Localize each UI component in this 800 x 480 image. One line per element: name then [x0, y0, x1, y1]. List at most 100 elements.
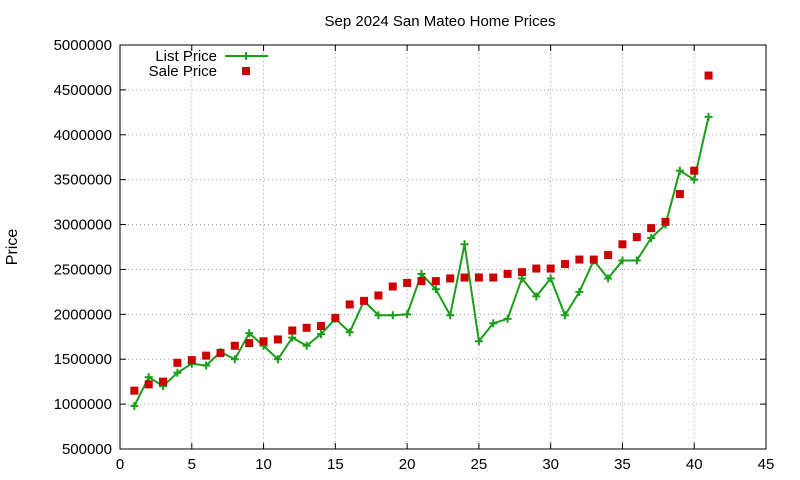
sale-price-point: [216, 348, 225, 357]
y-tick-label: 5000000: [54, 37, 112, 54]
sale-price-point: [675, 190, 684, 199]
sale-price-point: [618, 240, 627, 249]
sale-price-point: [144, 380, 153, 389]
list-price-point: [532, 292, 541, 301]
list-price-point: [417, 269, 426, 278]
sale-price-point: [374, 291, 383, 300]
list-price-point: [202, 361, 211, 370]
list-price-point: [130, 401, 139, 410]
list-price-point: [144, 373, 153, 382]
y-tick-label: 4500000: [54, 82, 112, 99]
list-price-point: [690, 175, 699, 184]
x-tick-label: 15: [327, 456, 344, 473]
sale-price-point: [345, 300, 354, 309]
list-price-point: [173, 368, 182, 377]
list-price-point: [647, 234, 656, 243]
list-price-point: [230, 355, 239, 364]
axis-ticks: 0 5 10 15 20 25 30 35 40 45 500000 1000000 1500000 20…: [54, 37, 775, 473]
sale-price-point: [245, 339, 254, 348]
sale-price-point: [316, 322, 325, 331]
x-tick-label: 5: [188, 456, 196, 473]
x-tick-label: 35: [614, 456, 631, 473]
grid-lines: [120, 45, 766, 449]
sale-price-point: [517, 268, 526, 277]
legend-label-list-price: List Price: [155, 48, 217, 65]
sale-price-point: [302, 323, 311, 332]
sale-price-point: [202, 351, 211, 360]
sale-price-point: [417, 277, 426, 286]
sale-price-point: [130, 386, 139, 395]
list-price-point: [316, 330, 325, 339]
legend-label-sale-price: Sale Price: [149, 63, 217, 80]
sale-price-point: [273, 335, 282, 344]
list-price-point: [675, 166, 684, 175]
y-tick-label: 2500000: [54, 261, 112, 278]
sale-price-point: [489, 273, 498, 282]
list-price-point: [546, 274, 555, 283]
x-tick-label: 40: [686, 456, 703, 473]
sale-price-point: [561, 260, 570, 269]
sale-price-point: [532, 264, 541, 273]
sale-price-point: [388, 282, 397, 291]
sale-price-point: [647, 224, 656, 233]
sale-price-point: [187, 356, 196, 365]
sale-price-point: [259, 337, 268, 346]
x-tick-label: 0: [116, 456, 124, 473]
list-price-point: [288, 333, 297, 342]
legend: List Price Sale Price: [149, 48, 268, 80]
y-tick-label: 4000000: [54, 127, 112, 144]
sale-price-point: [446, 274, 455, 283]
sale-price-point: [546, 264, 555, 273]
sale-price-point: [403, 278, 412, 287]
y-tick-label: 3500000: [54, 172, 112, 189]
sale-price-point: [230, 341, 239, 350]
x-tick-label: 20: [399, 456, 416, 473]
list-price-point: [302, 341, 311, 350]
list-price-point: [474, 337, 483, 346]
x-tick-label: 25: [471, 456, 488, 473]
sale-price-point: [173, 358, 182, 367]
sale-price-point: [704, 71, 713, 80]
legend-marker-sale-price: [242, 67, 250, 75]
x-tick-label: 10: [255, 456, 272, 473]
sale-price-point: [661, 217, 670, 226]
sale-price-point: [431, 277, 440, 286]
sale-price-point: [460, 273, 469, 282]
list-price-point: [388, 311, 397, 320]
sale-price-point: [474, 273, 483, 282]
y-tick-label: 1500000: [54, 351, 112, 368]
plot-border: [119, 44, 767, 450]
sale-price-point: [632, 233, 641, 242]
list-price-point: [374, 311, 383, 320]
series-layer: [130, 71, 713, 410]
list-price-point: [489, 319, 498, 328]
list-price-point: [345, 328, 354, 337]
y-tick-label: 3000000: [54, 217, 112, 234]
chart-title: Sep 2024 San Mateo Home Prices: [325, 13, 556, 30]
sale-price-point: [288, 326, 297, 335]
list-price-point: [632, 256, 641, 265]
list-price-point: [604, 274, 613, 283]
list-price-point: [618, 256, 627, 265]
list-price-point: [273, 355, 282, 364]
list-price-point: [431, 285, 440, 294]
list-price-point: [403, 310, 412, 319]
y-axis-label: Price: [4, 229, 21, 266]
legend-marker-list-price: [242, 52, 250, 60]
sale-price-point: [159, 377, 168, 386]
y-tick-label: 2000000: [54, 306, 112, 323]
x-tick-label: 45: [758, 456, 775, 473]
sale-price-point: [503, 269, 512, 278]
list-price-point: [460, 240, 469, 249]
list-price-point: [575, 287, 584, 296]
x-tick-label: 30: [542, 456, 559, 473]
list-price-point: [245, 329, 254, 338]
list-price-point: [704, 112, 713, 121]
sale-price-point: [690, 166, 699, 175]
sale-price-point: [589, 255, 598, 264]
list-price-point: [503, 314, 512, 323]
sale-price-point: [331, 313, 340, 322]
y-tick-label: 1000000: [54, 396, 112, 413]
sale-price-point: [575, 255, 584, 264]
